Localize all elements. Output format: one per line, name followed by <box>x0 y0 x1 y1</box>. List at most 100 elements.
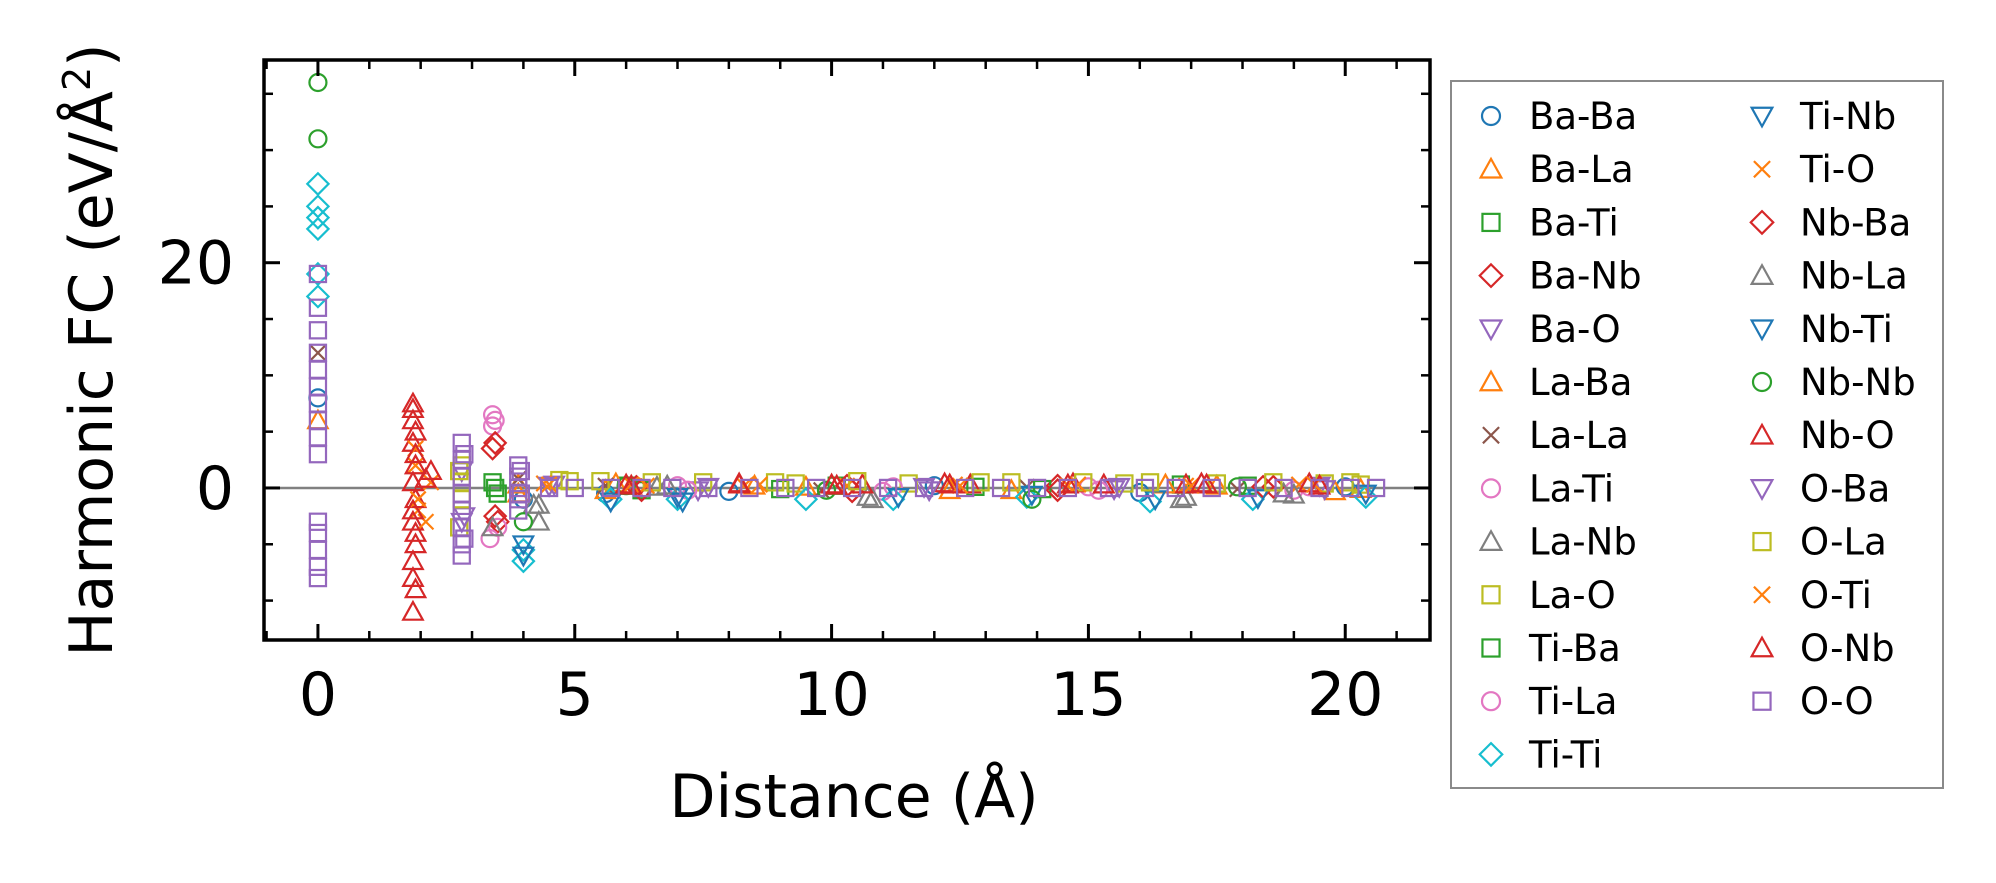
y-axis-title-end: ) <box>57 43 127 66</box>
series-o-nb <box>401 397 1332 571</box>
legend-marker <box>1478 528 1504 551</box>
legend-item: Nb-Ba <box>1749 201 1911 244</box>
data-point <box>414 466 438 488</box>
data-point <box>999 478 1024 500</box>
data-point <box>455 529 474 548</box>
data-point <box>1238 478 1257 498</box>
data-point <box>1022 489 1042 509</box>
legend-item: Ti-O <box>1753 148 1875 191</box>
y-tick-label: 0 <box>196 454 234 524</box>
data-point <box>409 490 427 508</box>
legend-item: Ba-O <box>1478 308 1621 351</box>
legend-label: Nb-La <box>1800 255 1908 298</box>
data-point <box>914 478 934 498</box>
legend-marker <box>1749 319 1775 342</box>
data-point <box>1002 473 1021 492</box>
data-point <box>401 549 425 571</box>
data-point <box>850 472 875 494</box>
data-point <box>1166 478 1185 498</box>
legend-label: Ti-O <box>1799 148 1875 191</box>
data-point <box>482 503 508 529</box>
legend-label: Ba-La <box>1529 148 1634 191</box>
data-point <box>480 515 505 537</box>
legend-item: O-La <box>1752 521 1887 564</box>
data-point <box>1227 477 1247 497</box>
data-point <box>599 492 623 514</box>
data-point <box>305 216 331 242</box>
legend-item: O-Ba <box>1749 467 1890 510</box>
data-point <box>1027 478 1047 498</box>
data-point <box>403 453 428 475</box>
x-axis-title: Distance (Å) <box>669 761 1038 832</box>
legend-item: Ba-Ti <box>1481 201 1619 244</box>
data-point <box>1366 478 1386 498</box>
legend-item: Ti-Ba <box>1481 627 1621 670</box>
data-point <box>825 473 849 495</box>
data-point <box>483 473 502 492</box>
legend-item: Ti-La <box>1480 680 1617 723</box>
x-tick-label: 20 <box>1307 660 1383 730</box>
data-point <box>1169 487 1193 509</box>
legend-marker <box>1749 209 1775 236</box>
legend-marker <box>1749 635 1775 658</box>
data-point <box>1246 489 1270 511</box>
data-point <box>509 456 528 475</box>
legend-label: Ba-Ti <box>1529 201 1619 244</box>
legend-label: O-Nb <box>1800 627 1895 670</box>
y-tick-label: 20 <box>158 229 234 299</box>
legend-marker <box>1478 741 1504 768</box>
legend-marker <box>1751 371 1773 393</box>
x-tick-label: 0 <box>299 660 337 730</box>
legend-marker <box>1752 531 1772 552</box>
legend-item: Ba-Ba <box>1480 95 1637 138</box>
legend-marker <box>1480 105 1502 127</box>
legend-marker <box>1478 369 1504 392</box>
legend-label: Ti-Nb <box>1799 95 1896 138</box>
data-point <box>1310 478 1329 498</box>
data-point <box>955 478 975 498</box>
legend-label: Ti-Ti <box>1528 733 1602 776</box>
data-point <box>511 484 531 503</box>
data-point <box>1056 472 1080 494</box>
data-point <box>848 472 867 491</box>
data-point <box>308 129 328 149</box>
data-point <box>1274 478 1293 498</box>
data-point <box>308 321 328 340</box>
x-tick-label: 5 <box>556 660 594 730</box>
data-point <box>786 474 805 493</box>
data-point <box>727 472 751 494</box>
series-nb-nb <box>308 72 1247 532</box>
data-point <box>938 478 962 500</box>
legend-marker <box>1478 319 1504 342</box>
data-point <box>560 472 579 491</box>
data-point <box>537 476 561 498</box>
legend-label: La-O <box>1529 574 1616 617</box>
legend-item: O-O <box>1752 680 1874 723</box>
legend-item: La-O <box>1481 574 1616 617</box>
data-point <box>917 481 941 503</box>
data-point <box>1058 478 1078 498</box>
legend-marker <box>1480 478 1502 499</box>
legend-item: O-Ti <box>1753 574 1872 617</box>
data-point <box>958 472 982 494</box>
data-point <box>1107 477 1131 499</box>
y-axis-title-superscript: 2 <box>55 67 99 91</box>
data-point <box>655 473 679 495</box>
data-point <box>527 509 551 531</box>
legend-label: La-Ba <box>1529 361 1632 404</box>
legend-label: Nb-Nb <box>1800 361 1916 404</box>
data-point <box>565 478 584 498</box>
data-point <box>1137 489 1163 514</box>
legend-marker <box>1478 262 1504 289</box>
y-axis-title: Harmonic FC (eV/Å2) <box>55 43 127 656</box>
legend-label: O-La <box>1800 521 1887 564</box>
data-point <box>511 461 531 481</box>
legend-marker <box>1749 422 1775 445</box>
data-point <box>1189 471 1214 493</box>
data-point <box>509 490 528 509</box>
data-point <box>482 430 508 456</box>
data-point <box>403 577 428 599</box>
data-point <box>1202 478 1221 498</box>
data-point <box>308 444 328 464</box>
legend-box <box>1450 80 1944 789</box>
